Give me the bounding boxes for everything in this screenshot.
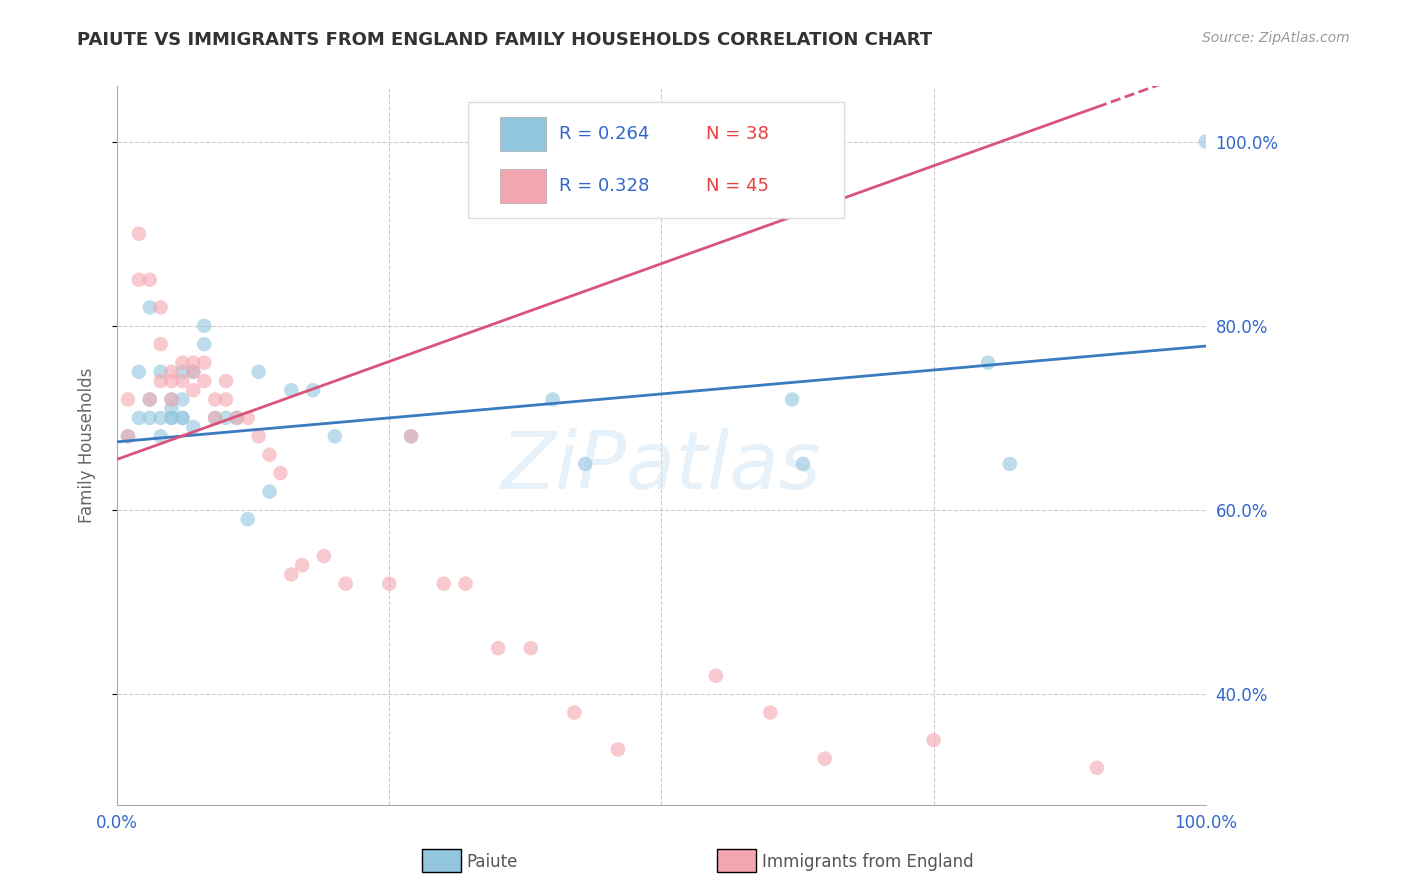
Point: [399, 429, 422, 443]
Point: [172, 356, 194, 370]
Point: [193, 337, 215, 351]
Point: [181, 384, 204, 398]
FancyBboxPatch shape: [501, 169, 546, 203]
Point: [792, 457, 814, 471]
Point: [160, 392, 183, 407]
Point: [117, 429, 139, 443]
Point: [259, 448, 281, 462]
Point: [172, 410, 194, 425]
Point: [247, 429, 270, 443]
Point: [193, 318, 215, 333]
Point: [149, 410, 172, 425]
Point: [225, 410, 247, 425]
Point: [335, 576, 357, 591]
Point: [1195, 135, 1218, 149]
Point: [541, 392, 564, 407]
FancyBboxPatch shape: [468, 103, 845, 218]
Point: [259, 484, 281, 499]
Y-axis label: Family Households: Family Households: [79, 368, 96, 524]
Point: [302, 384, 325, 398]
Point: [225, 410, 247, 425]
Point: [160, 401, 183, 416]
Point: [204, 392, 226, 407]
Point: [181, 365, 204, 379]
Point: [291, 558, 314, 573]
Point: [149, 337, 172, 351]
Point: [814, 751, 837, 765]
Point: [780, 392, 803, 407]
Point: [139, 301, 162, 315]
Text: PAIUTE VS IMMIGRANTS FROM ENGLAND FAMILY HOUSEHOLDS CORRELATION CHART: PAIUTE VS IMMIGRANTS FROM ENGLAND FAMILY…: [77, 31, 932, 49]
Point: [236, 410, 259, 425]
Point: [139, 392, 162, 407]
Point: [149, 374, 172, 388]
Point: [160, 365, 183, 379]
Point: [139, 273, 162, 287]
Point: [128, 365, 150, 379]
Point: [160, 410, 183, 425]
Point: [149, 365, 172, 379]
Point: [520, 641, 543, 656]
FancyBboxPatch shape: [501, 117, 546, 151]
Text: N = 45: N = 45: [706, 177, 769, 195]
Point: [454, 576, 477, 591]
Point: [977, 356, 1000, 370]
Point: [215, 374, 238, 388]
Point: [215, 410, 238, 425]
Point: [269, 466, 291, 480]
Point: [280, 567, 302, 582]
Text: N = 38: N = 38: [706, 125, 769, 143]
Point: [193, 356, 215, 370]
Point: [704, 669, 727, 683]
Point: [606, 742, 628, 756]
Point: [128, 273, 150, 287]
Point: [181, 356, 204, 370]
Point: [312, 549, 335, 563]
Point: [160, 392, 183, 407]
Point: [378, 576, 401, 591]
Point: [204, 410, 226, 425]
Text: Immigrants from England: Immigrants from England: [762, 853, 974, 871]
Point: [128, 410, 150, 425]
Point: [564, 706, 586, 720]
Point: [139, 410, 162, 425]
Text: Source: ZipAtlas.com: Source: ZipAtlas.com: [1202, 31, 1350, 45]
Point: [236, 512, 259, 526]
Point: [172, 374, 194, 388]
Point: [181, 365, 204, 379]
Point: [128, 227, 150, 241]
Point: [117, 429, 139, 443]
Point: [172, 392, 194, 407]
Point: [193, 374, 215, 388]
Point: [247, 365, 270, 379]
Point: [181, 420, 204, 434]
Point: [759, 706, 782, 720]
Point: [399, 429, 422, 443]
Point: [574, 457, 596, 471]
Point: [160, 410, 183, 425]
Point: [149, 301, 172, 315]
Point: [172, 365, 194, 379]
Point: [215, 392, 238, 407]
Point: [139, 392, 162, 407]
Point: [1085, 761, 1108, 775]
Text: Paiute: Paiute: [467, 853, 519, 871]
Point: [323, 429, 346, 443]
Point: [149, 429, 172, 443]
Text: R = 0.264: R = 0.264: [560, 125, 650, 143]
Point: [922, 733, 945, 747]
Point: [998, 457, 1021, 471]
Text: ZiPatlas: ZiPatlas: [501, 428, 823, 506]
Point: [160, 374, 183, 388]
Point: [486, 641, 509, 656]
Point: [280, 384, 302, 398]
Point: [204, 410, 226, 425]
Text: R = 0.328: R = 0.328: [560, 177, 650, 195]
Point: [433, 576, 456, 591]
Point: [117, 392, 139, 407]
Point: [172, 410, 194, 425]
